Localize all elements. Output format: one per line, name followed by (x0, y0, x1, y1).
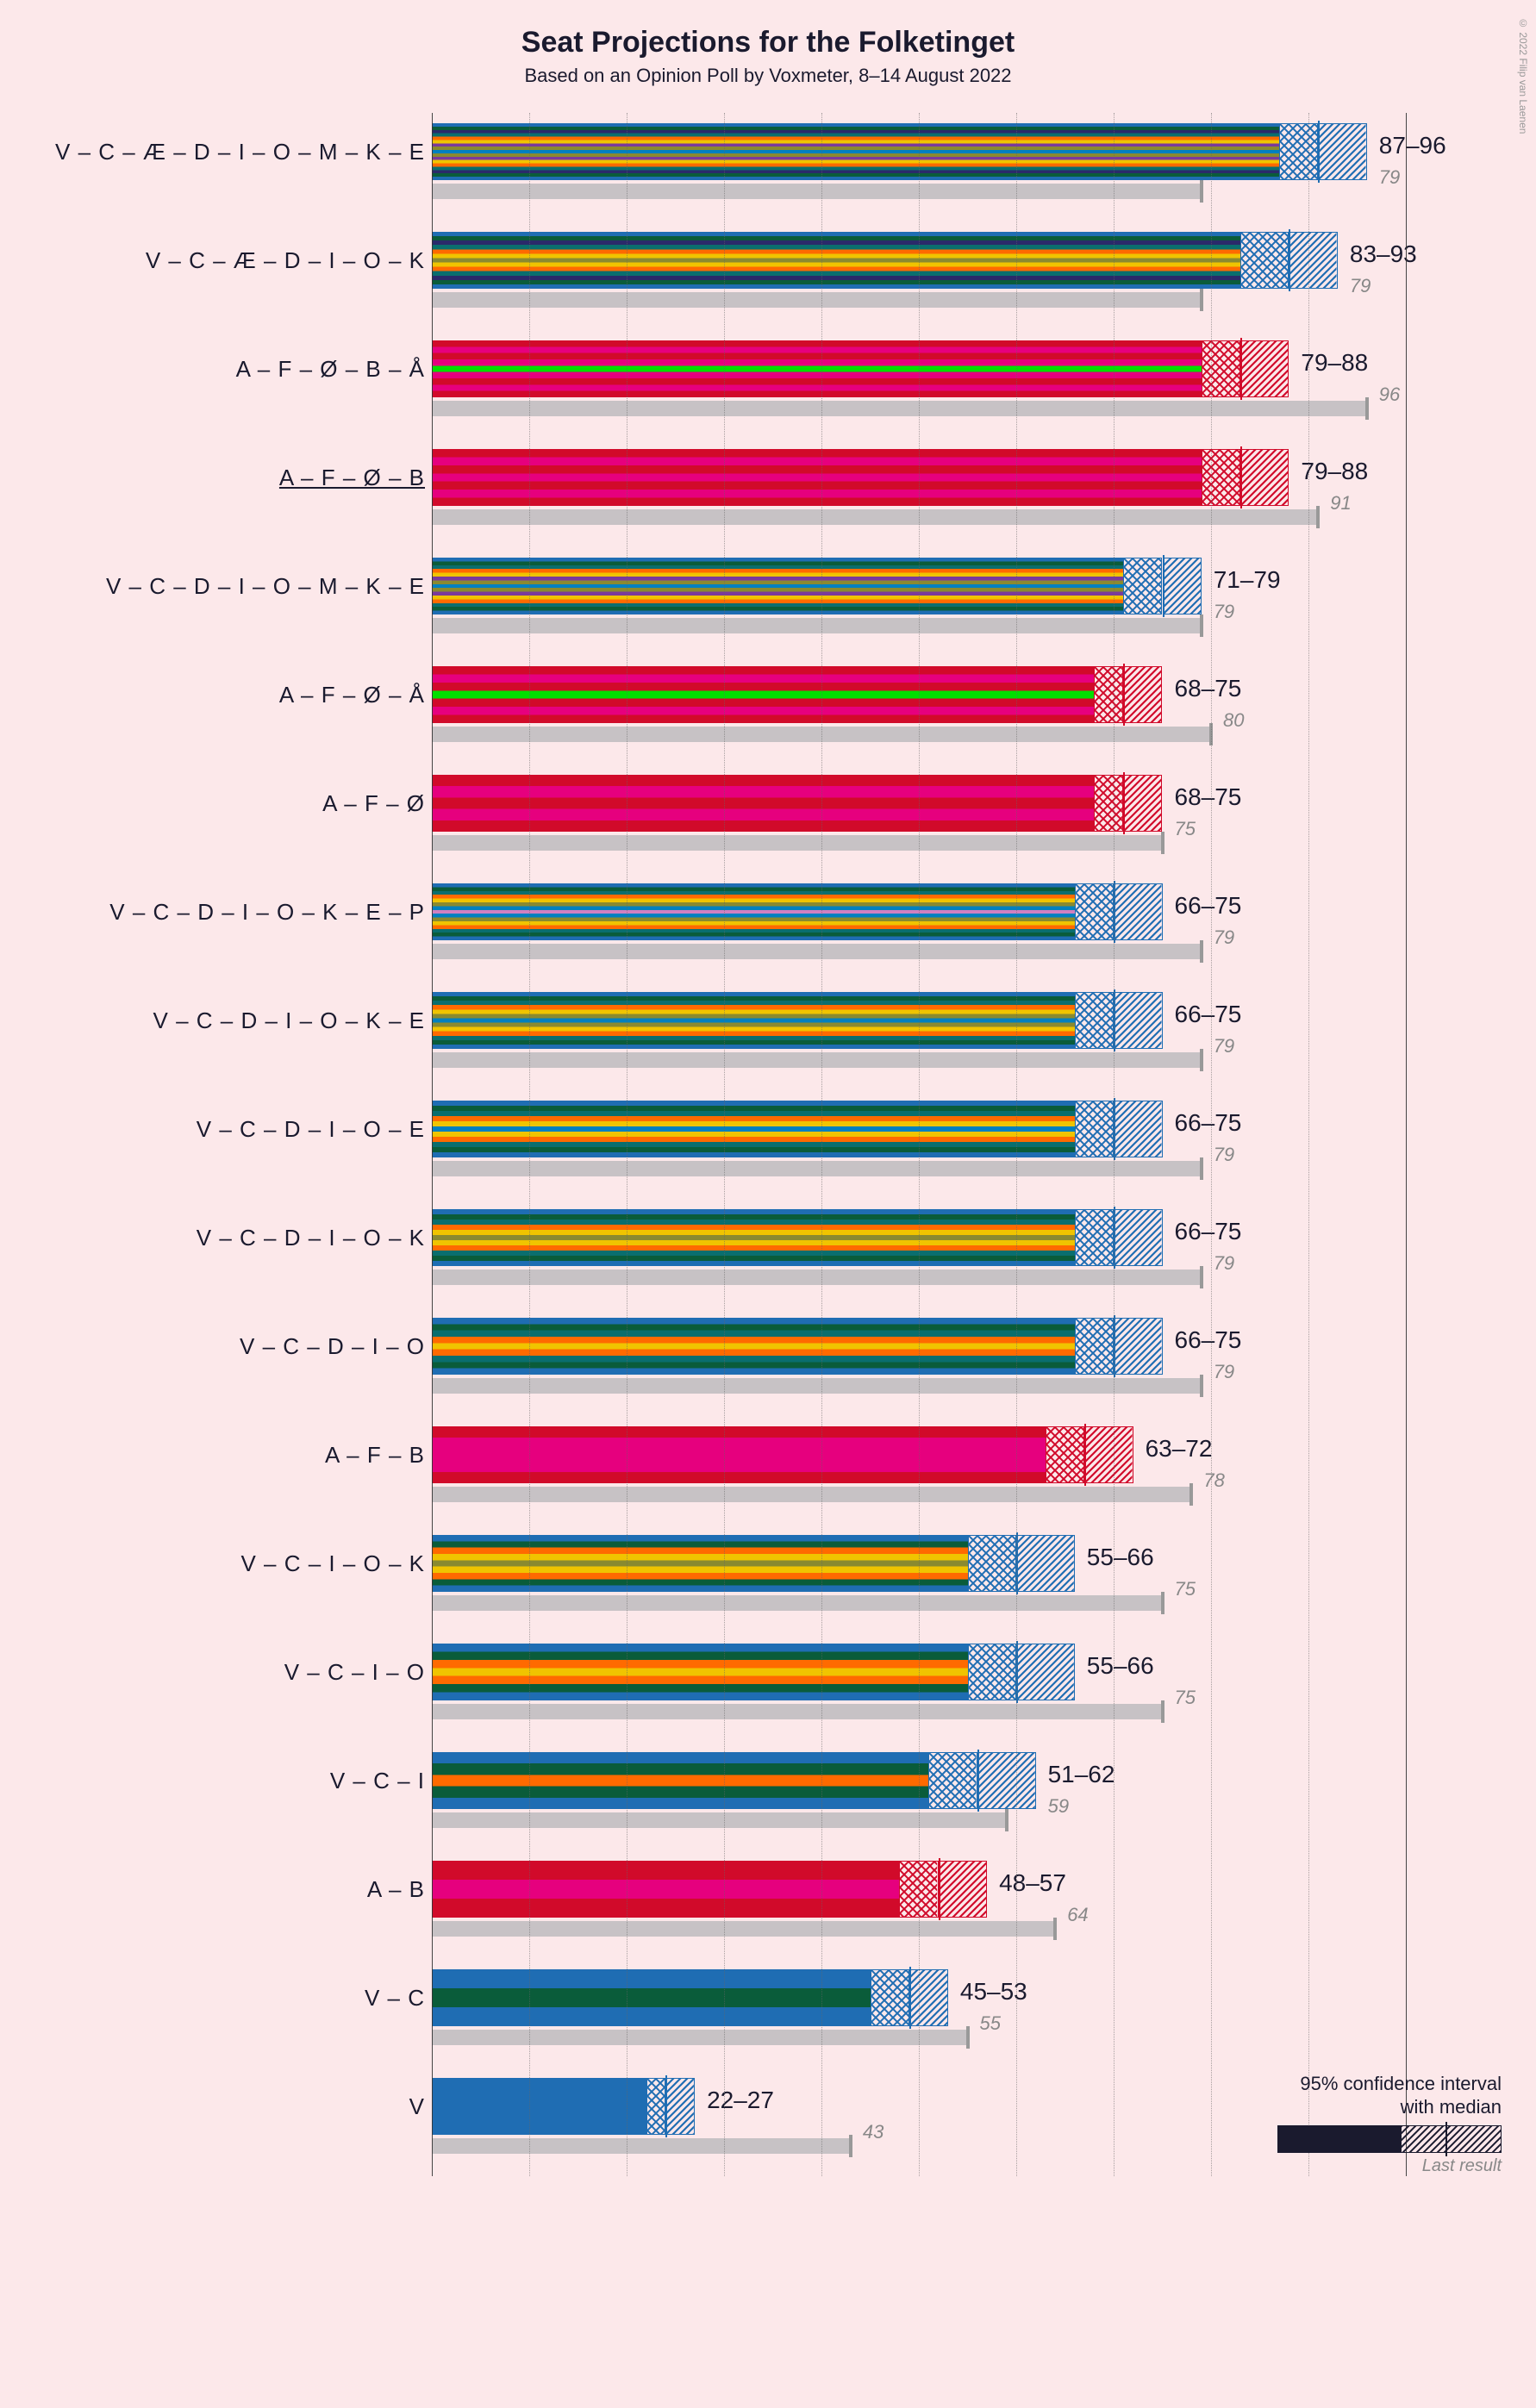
plot-area (432, 113, 1406, 2176)
row-label: A – F – Ø – B – Å (236, 356, 425, 383)
chart-subtitle: Based on an Opinion Poll by Voxmeter, 8–… (17, 65, 1519, 87)
row-label: A – B (367, 1876, 425, 1903)
row-label: V – C – D – I – O – K – E – P (109, 899, 425, 926)
row-label: V – C – I – O – K (240, 1550, 425, 1577)
legend-ci-text: 95% confidence intervalwith median (1277, 2073, 1502, 2118)
row-label: V – C – D – I – O – K – E (153, 1007, 425, 1034)
row-label: A – F – Ø (322, 790, 425, 817)
row-label: V (409, 2093, 425, 2120)
row-label: V – C – D – I – O – E (197, 1116, 425, 1143)
legend: 95% confidence intervalwith median Last … (1277, 2073, 1502, 2176)
row-label: V – C – D – I – O – K (197, 1225, 425, 1251)
row-label: V – C – Æ – D – I – O – K (146, 247, 425, 274)
chart-container: V – C – Æ – D – I – O – M – K – E 87–967… (35, 113, 1501, 2176)
row-label: V – C – I – O (284, 1659, 425, 1686)
chart-title: Seat Projections for the Folketinget (17, 26, 1519, 59)
row-label: V – C – Æ – D – I – O – M – K – E (55, 139, 425, 165)
row-label: A – F – B (325, 1442, 425, 1469)
row-label: V – C – D – I – O – M – K – E (106, 573, 425, 600)
row-label: V – C (365, 1985, 425, 2012)
legend-bar (1277, 2125, 1502, 2153)
row-label: V – C – I (330, 1768, 425, 1794)
row-label: V – C – D – I – O (240, 1333, 425, 1360)
legend-last-text: Last result (1277, 2156, 1502, 2176)
row-label: A – F – Ø – Å (279, 682, 425, 708)
row-label: A – F – Ø – B (279, 465, 425, 491)
copyright: © 2022 Filip van Laenen (1517, 17, 1529, 134)
gridlines (432, 113, 1406, 2176)
